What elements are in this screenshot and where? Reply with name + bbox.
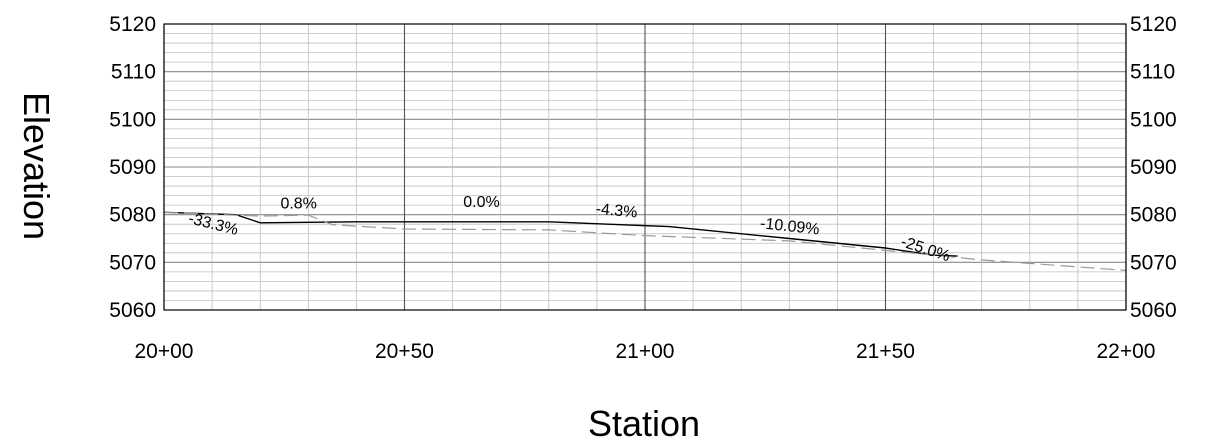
y-tick-label-right: 5100 <box>1130 108 1177 131</box>
y-tick-label-left: 5080 <box>109 204 156 227</box>
grid <box>163 23 1127 311</box>
x-tick-label: 20+00 <box>135 340 194 363</box>
y-ticks-left: 5060 5070 5080 5090 5100 5110 5120 <box>109 13 156 322</box>
y-tick-label-left: 5090 <box>109 156 156 179</box>
y-tick-label-left: 5100 <box>109 108 156 131</box>
y-ticks-right: 5060 5070 5080 5090 5100 5110 5120 <box>1130 13 1177 322</box>
y-tick-label-left: 5110 <box>111 61 156 84</box>
y-tick-label-left: 5120 <box>109 13 156 36</box>
series-layer <box>163 211 1127 271</box>
grade-label: 0.0% <box>463 194 499 211</box>
grade-label: -10.09% <box>759 215 820 238</box>
proposed-profile-line <box>163 211 958 257</box>
y-tick-label-right: 5120 <box>1130 13 1177 36</box>
grade-label: 0.8% <box>280 195 316 212</box>
y-tick-label-left: 5070 <box>109 251 156 274</box>
grade-label: -4.3% <box>595 201 638 222</box>
y-tick-label-right: 5060 <box>1130 299 1177 322</box>
grade-annotations: -33.3%0.8% 0.0% -4.3%-10.09%-25.0% <box>187 194 953 265</box>
x-tick-label: 21+50 <box>856 340 915 363</box>
x-ticks: 20+00 20+50 21+00 21+50 22+00 <box>135 340 1156 363</box>
y-tick-label-right: 5090 <box>1130 156 1177 179</box>
x-axis-label: Station <box>588 403 700 441</box>
grade-label: -25.0% <box>899 234 952 266</box>
plot-frame <box>163 23 1127 311</box>
y-axis-label: Elevation <box>16 92 57 240</box>
y-tick-label-right: 5080 <box>1130 204 1177 227</box>
x-tick-label: 21+00 <box>616 340 675 363</box>
x-tick-label: 20+50 <box>375 340 434 363</box>
y-tick-label-right: 5110 <box>1130 61 1175 84</box>
x-tick-label: 22+00 <box>1097 340 1156 363</box>
y-tick-label-right: 5070 <box>1130 251 1177 274</box>
existing-ground-line <box>163 211 1127 271</box>
y-tick-label-left: 5060 <box>109 299 156 322</box>
